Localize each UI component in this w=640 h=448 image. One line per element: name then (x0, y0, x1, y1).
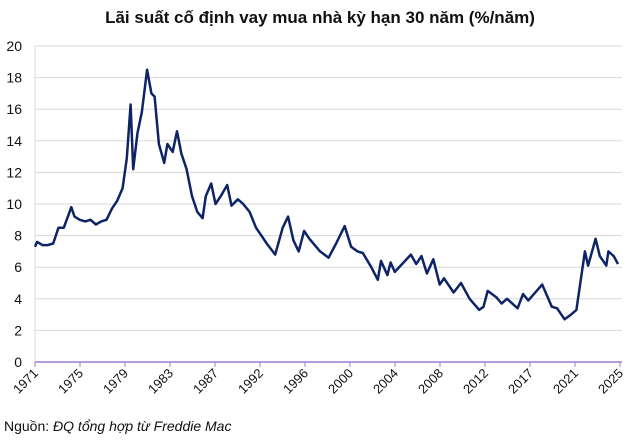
source-note: Nguồn: ĐQ tổng hợp từ Freddie Mac (4, 418, 231, 434)
y-tick-label: 4 (14, 291, 22, 307)
x-tick-label: 1987 (190, 366, 221, 397)
x-tick-label: 1975 (55, 366, 86, 397)
x-tick-label: 2000 (325, 366, 356, 397)
y-tick-label: 20 (6, 38, 22, 54)
y-tick-label: 10 (6, 196, 22, 212)
x-tick-label: 2021 (550, 366, 581, 397)
x-tick-label: 1996 (280, 366, 311, 397)
chart-title: Lãi suất cố định vay mua nhà kỳ hạn 30 n… (105, 8, 535, 27)
x-tick-label: 2008 (415, 366, 446, 397)
source-label: Nguồn: (4, 418, 50, 434)
y-tick-label: 14 (6, 133, 22, 149)
x-tick-label: 1992 (235, 366, 266, 397)
series-line (33, 68, 620, 321)
x-tick-label: 2017 (505, 366, 536, 397)
x-tick-label: 1983 (145, 366, 176, 397)
x-tick-label: 2012 (460, 366, 491, 397)
x-tick-label: 1971 (10, 366, 41, 397)
y-tick-label: 12 (6, 164, 22, 180)
source-text: ĐQ tổng hợp từ Freddie Mac (53, 418, 232, 434)
y-tick-label: 6 (14, 259, 22, 275)
x-tick-label: 2025 (595, 366, 626, 397)
y-tick-label: 2 (14, 322, 22, 338)
x-tick-label: 1979 (100, 366, 131, 397)
y-tick-label: 16 (6, 101, 22, 117)
y-tick-label: 8 (14, 228, 22, 244)
y-tick-label: 18 (6, 70, 22, 86)
y-tick-label: 0 (14, 354, 22, 370)
x-tick-label: 2004 (370, 366, 401, 397)
